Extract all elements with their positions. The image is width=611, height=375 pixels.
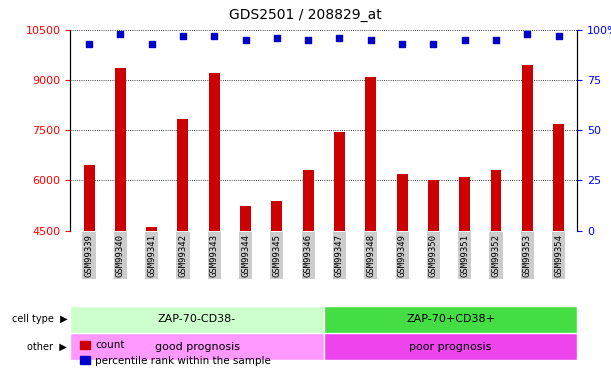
Text: cell type  ▶: cell type ▶ <box>12 314 67 324</box>
Point <box>335 35 345 41</box>
Point <box>522 31 532 37</box>
Point <box>84 41 94 47</box>
Bar <box>70 306 324 333</box>
Point <box>491 37 501 43</box>
Bar <box>271 201 282 231</box>
Point <box>366 37 376 43</box>
Text: GSM99348: GSM99348 <box>366 234 375 277</box>
Point <box>115 31 125 37</box>
Text: GSM99342: GSM99342 <box>178 234 188 277</box>
Bar <box>522 65 533 231</box>
Bar <box>365 77 376 231</box>
Bar <box>491 170 502 231</box>
Bar <box>84 165 95 231</box>
Bar <box>302 170 313 231</box>
Bar <box>324 333 577 360</box>
Text: GSM99354: GSM99354 <box>554 234 563 277</box>
Text: GSM99344: GSM99344 <box>241 234 250 277</box>
Point <box>210 33 219 39</box>
Bar <box>115 69 126 231</box>
Bar <box>70 333 324 360</box>
Text: GSM99346: GSM99346 <box>304 234 313 277</box>
Bar <box>209 74 220 231</box>
Text: GSM99340: GSM99340 <box>116 234 125 277</box>
Point <box>178 33 188 39</box>
Text: GSM99347: GSM99347 <box>335 234 344 277</box>
Point <box>428 41 438 47</box>
Point <box>241 37 251 43</box>
Bar <box>324 306 577 333</box>
Point <box>460 37 470 43</box>
Bar <box>428 180 439 231</box>
Point <box>272 35 282 41</box>
Text: GSM99343: GSM99343 <box>210 234 219 277</box>
Text: GSM99353: GSM99353 <box>523 234 532 277</box>
Text: GDS2501 / 208829_at: GDS2501 / 208829_at <box>229 8 382 21</box>
Text: GSM99341: GSM99341 <box>147 234 156 277</box>
Bar <box>177 118 188 231</box>
Bar <box>459 177 470 231</box>
Text: GSM99349: GSM99349 <box>398 234 406 277</box>
Bar <box>240 206 251 231</box>
Bar <box>334 132 345 231</box>
Text: GSM99339: GSM99339 <box>84 234 93 277</box>
Text: GSM99345: GSM99345 <box>273 234 282 277</box>
Text: GSM99351: GSM99351 <box>460 234 469 277</box>
Text: GSM99350: GSM99350 <box>429 234 438 277</box>
Point <box>147 41 156 47</box>
Text: ZAP-70-CD38-: ZAP-70-CD38- <box>158 314 236 324</box>
Text: GSM99352: GSM99352 <box>491 234 500 277</box>
Bar <box>397 174 408 231</box>
Text: other  ▶: other ▶ <box>27 342 67 352</box>
Bar <box>146 227 157 231</box>
Bar <box>553 124 564 231</box>
Text: poor prognosis: poor prognosis <box>409 342 492 352</box>
Point <box>397 41 407 47</box>
Point <box>554 33 563 39</box>
Legend: count, percentile rank within the sample: count, percentile rank within the sample <box>76 336 276 370</box>
Text: ZAP-70+CD38+: ZAP-70+CD38+ <box>406 314 495 324</box>
Text: good prognosis: good prognosis <box>155 342 240 352</box>
Point <box>303 37 313 43</box>
